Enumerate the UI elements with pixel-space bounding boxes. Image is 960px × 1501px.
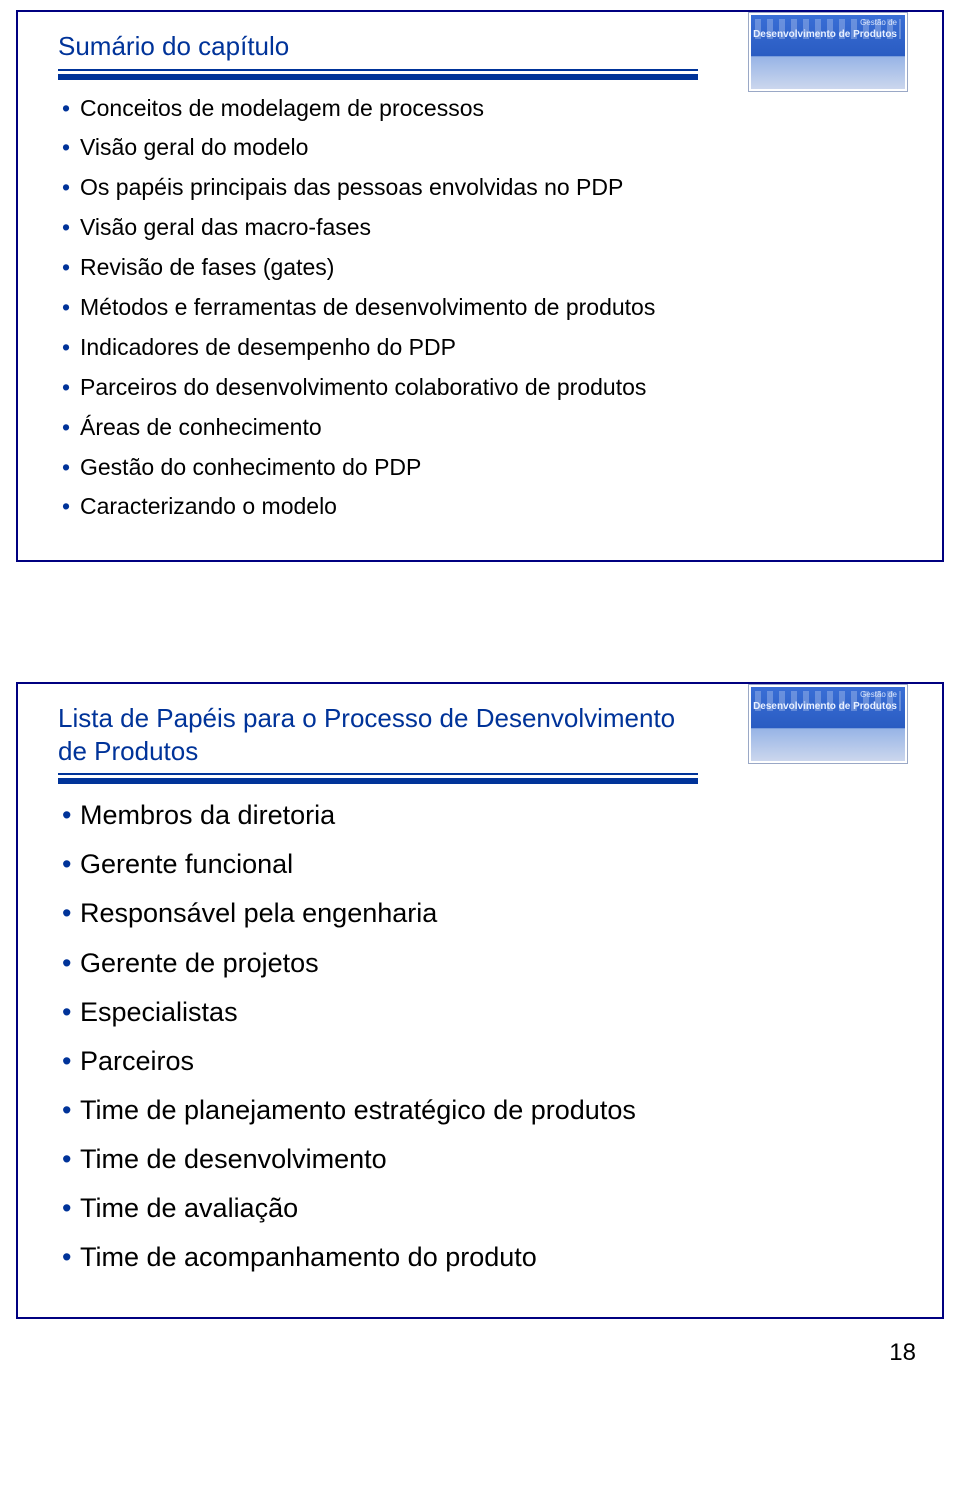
list-item: Parceiros bbox=[58, 1044, 902, 1079]
slide-summary: Sumário do capítulo Gestão de Desenvolvi… bbox=[16, 10, 944, 562]
list-item: Responsável pela engenharia bbox=[58, 896, 902, 931]
slide2-title: Lista de Papéis para o Processo de Desen… bbox=[58, 702, 698, 767]
list-item: Membros da diretoria bbox=[58, 798, 902, 833]
list-item: Time de avaliação bbox=[58, 1191, 902, 1226]
thumb-line1: Gestão de bbox=[860, 19, 897, 28]
book-cover-icon: Gestão de Desenvolvimento de Produtos bbox=[748, 12, 908, 92]
thumb-line1: Gestão de bbox=[860, 691, 897, 700]
list-item: Revisão de fases (gates) bbox=[58, 253, 902, 283]
list-item: Visão geral do modelo bbox=[58, 133, 902, 163]
list-item: Time de desenvolvimento bbox=[58, 1142, 902, 1177]
list-item: Gerente funcional bbox=[58, 847, 902, 882]
thumb-line2: Desenvolvimento de Produtos bbox=[753, 701, 897, 712]
list-item: Parceiros do desenvolvimento colaborativ… bbox=[58, 373, 902, 403]
list-item: Conceitos de modelagem de processos bbox=[58, 94, 902, 124]
slide2-bullet-list: Membros da diretoria Gerente funcional R… bbox=[58, 798, 902, 1275]
book-cover-icon: Gestão de Desenvolvimento de Produtos bbox=[748, 684, 908, 764]
list-item: Especialistas bbox=[58, 995, 902, 1030]
slide-roles: Lista de Papéis para o Processo de Desen… bbox=[16, 682, 944, 1319]
list-item: Gestão do conhecimento do PDP bbox=[58, 453, 902, 483]
list-item: Time de planejamento estratégico de prod… bbox=[58, 1093, 902, 1128]
title-underline bbox=[58, 69, 698, 80]
title-underline bbox=[58, 773, 698, 784]
page: Sumário do capítulo Gestão de Desenvolvi… bbox=[0, 10, 960, 1407]
list-item: Gerente de projetos bbox=[58, 946, 902, 981]
thumb-line2: Desenvolvimento de Produtos bbox=[753, 29, 897, 40]
list-item: Caracterizando o modelo bbox=[58, 492, 902, 522]
slide1-bullet-list: Conceitos de modelagem de processos Visã… bbox=[58, 94, 902, 523]
list-item: Métodos e ferramentas de desenvolvimento… bbox=[58, 293, 902, 323]
slide1-title: Sumário do capítulo bbox=[58, 30, 698, 63]
list-item: Visão geral das macro-fases bbox=[58, 213, 902, 243]
list-item: Áreas de conhecimento bbox=[58, 413, 902, 443]
list-item: Time de acompanhamento do produto bbox=[58, 1240, 902, 1275]
list-item: Os papéis principais das pessoas envolvi… bbox=[58, 173, 902, 203]
list-item: Indicadores de desempenho do PDP bbox=[58, 333, 902, 363]
page-number: 18 bbox=[16, 1339, 944, 1367]
